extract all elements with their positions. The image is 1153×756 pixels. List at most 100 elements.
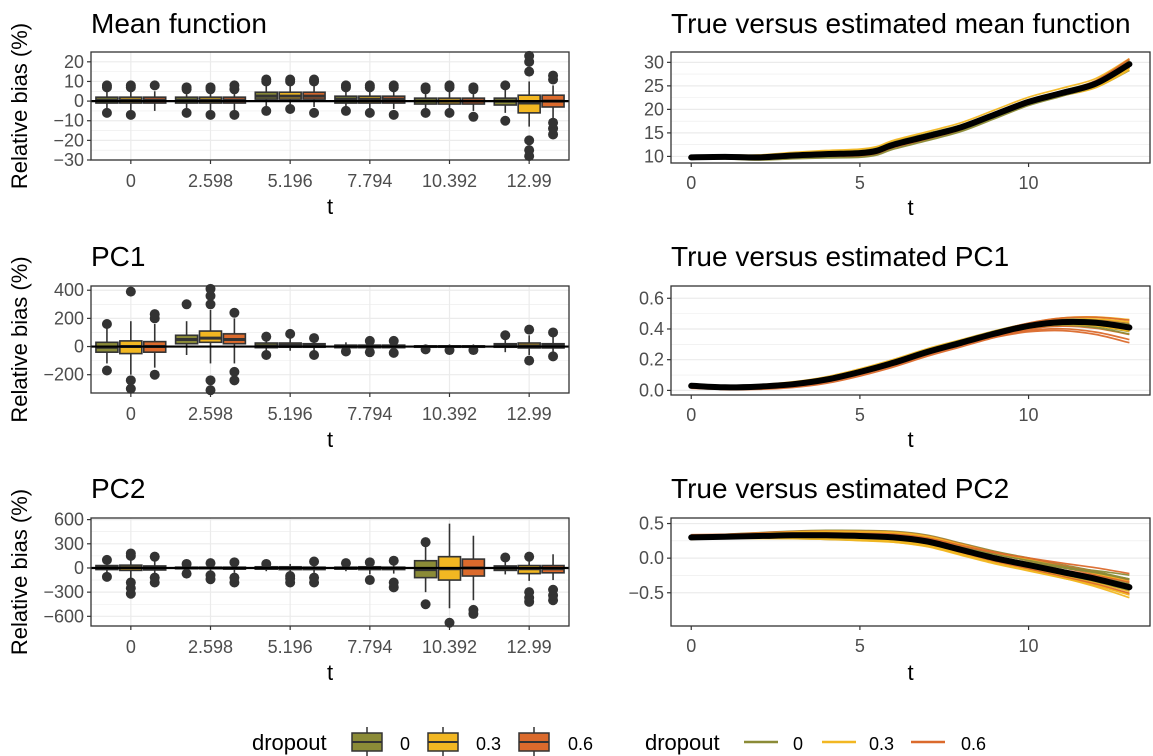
box-dropout-0	[493, 330, 518, 353]
x-tick-label: 2.598	[188, 171, 233, 191]
panel-border	[90, 51, 570, 161]
outlier-point	[125, 286, 136, 297]
box-dropout-0.3	[358, 557, 382, 586]
true-curve	[688, 318, 1133, 391]
outlier-point	[500, 330, 511, 341]
outlier-point	[340, 558, 351, 569]
y-tick-label: 20	[644, 99, 664, 119]
outlier-point	[181, 82, 192, 93]
x-tick-label: 0	[686, 405, 696, 425]
y-tick-label: 25	[644, 76, 664, 96]
panel-border	[670, 285, 1151, 396]
outlier-point	[548, 70, 559, 81]
x-tick-label: 5.196	[268, 404, 313, 424]
estimated-curve-dropout-0.3	[691, 316, 1130, 388]
outlier-point	[420, 82, 431, 93]
x-tick-label: 0	[686, 636, 696, 656]
outlier-point	[181, 558, 192, 569]
legend-label: 0.6	[961, 734, 986, 754]
box-dropout-0.6	[302, 74, 326, 118]
outlier-point	[524, 587, 535, 598]
outlier-point	[444, 107, 455, 118]
outlier-point	[149, 572, 160, 583]
outlier-point	[229, 366, 240, 377]
x-axis-title: t	[327, 660, 333, 685]
outlier-point	[548, 327, 559, 338]
x-tick-label: 10	[1019, 405, 1039, 425]
estimated-curve-dropout-0.6	[691, 316, 1130, 388]
outlier-point	[340, 80, 351, 91]
x-axis-title: t	[907, 195, 913, 220]
true-curve	[688, 61, 1133, 161]
outlier-point	[205, 558, 216, 569]
x-tick-label: 10	[1019, 636, 1039, 656]
x-tick-label: 2.598	[188, 404, 233, 424]
outlier-point	[364, 335, 375, 346]
outlier-point	[364, 575, 375, 586]
box-dropout-0.3	[198, 283, 223, 396]
legend-key-box-0.3	[427, 727, 459, 756]
box-dropout-0.6	[142, 309, 167, 380]
y-tick-label: 10	[644, 146, 664, 166]
outlier-point	[548, 584, 559, 595]
outlier-point	[149, 369, 160, 380]
box-dropout-0.6	[142, 80, 167, 111]
y-tick-label: 400	[54, 280, 84, 300]
x-tick-label: 7.794	[347, 637, 392, 657]
y-tick-label: 30	[644, 52, 664, 72]
y-axis-title: Relative bias (%)	[7, 23, 32, 189]
outlier-point	[420, 599, 431, 610]
outlier-point	[101, 319, 112, 330]
box-dropout-0.3	[517, 50, 541, 162]
lineplot-panel: 0.0 0.2 0.4 0.6 0 5 10 True versus estimated PC…	[639, 241, 1151, 452]
outlier-point	[309, 349, 320, 360]
legend-label: 0	[793, 734, 803, 754]
legend-label: 0	[400, 734, 410, 754]
outlier-point	[309, 74, 320, 85]
outlier-point	[261, 558, 272, 569]
outlier-point	[181, 107, 192, 118]
panel-title: True versus estimated PC2	[671, 473, 1009, 504]
outlier-point	[388, 80, 399, 91]
outlier-point	[364, 107, 375, 118]
outlier-point	[125, 80, 136, 91]
y-tick-label: −300	[43, 582, 84, 602]
outlier-point	[101, 365, 112, 376]
x-tick-label: 10.392	[422, 171, 477, 191]
legend-label: 0.6	[568, 734, 593, 754]
x-tick-label: 5	[855, 173, 865, 193]
y-tick-label: −200	[43, 365, 84, 385]
true-curve	[688, 532, 1133, 591]
box-dropout-0	[334, 342, 358, 357]
y-tick-label: 0	[74, 337, 84, 357]
outlier-point	[548, 117, 559, 128]
outlier-point	[229, 375, 240, 386]
y-tick-label: −30	[53, 150, 84, 170]
y-axis-title: Relative bias (%)	[7, 489, 32, 655]
y-axis-title: Relative bias (%)	[7, 256, 32, 422]
outlier-point	[364, 80, 375, 91]
lineplot-panel: 10 15 20 25 30 0 5 10 True versus estimated mean…	[644, 8, 1151, 220]
outlier-point	[309, 333, 320, 344]
outlier-point	[261, 74, 272, 85]
boxplot-panel: −200 0 200 400 0 2.598 5.196 7.794 10.392 12.99 PC…	[7, 241, 570, 452]
outlier-point	[125, 375, 136, 386]
box-dropout-0	[334, 558, 358, 572]
legend-title: dropout	[645, 730, 720, 755]
x-tick-label: 10	[1019, 173, 1039, 193]
y-tick-label: 0.0	[639, 548, 664, 568]
y-tick-label: 0	[74, 558, 84, 578]
x-tick-label: 2.598	[188, 637, 233, 657]
box-dropout-0.6	[541, 554, 565, 606]
x-axis-title: t	[907, 427, 913, 452]
outlier-point	[420, 537, 431, 548]
x-tick-label: 12.99	[507, 637, 552, 657]
outlier-point	[285, 74, 296, 85]
box-dropout-0	[95, 80, 119, 118]
panel-title: PC2	[91, 473, 145, 504]
box-dropout-0	[254, 558, 279, 572]
y-tick-label: 600	[54, 510, 84, 530]
y-tick-label: 300	[54, 534, 84, 554]
outlier-point	[149, 80, 160, 91]
